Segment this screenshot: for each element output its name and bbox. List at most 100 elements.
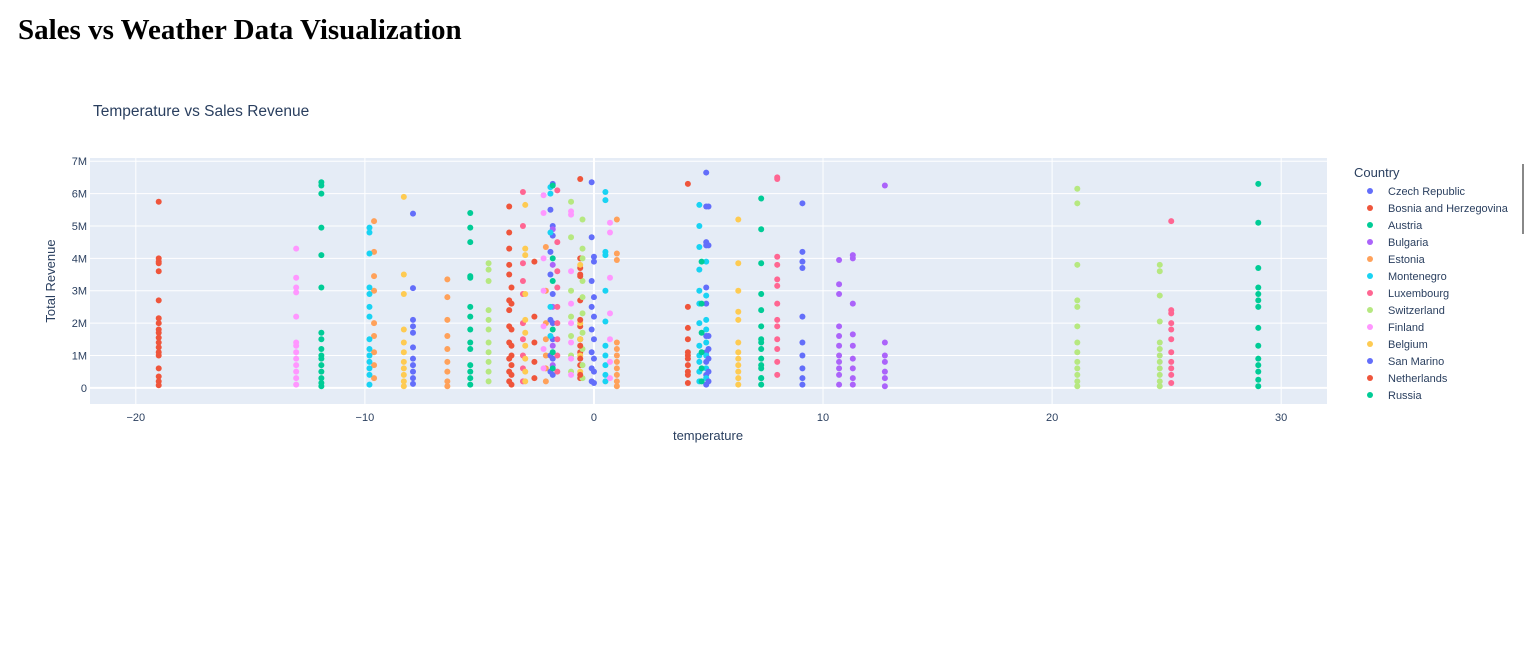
data-point[interactable] [409, 368, 416, 375]
data-point[interactable] [1168, 349, 1175, 356]
data-point[interactable] [1074, 365, 1081, 372]
data-point[interactable] [540, 192, 547, 199]
data-point[interactable] [758, 362, 765, 369]
data-point[interactable] [467, 362, 474, 369]
data-point[interactable] [155, 339, 162, 346]
data-point[interactable] [703, 339, 710, 346]
legend-item[interactable]: Russia [1367, 390, 1423, 402]
data-point[interactable] [318, 383, 325, 390]
data-point[interactable] [577, 355, 584, 362]
data-point[interactable] [508, 381, 515, 388]
data-point[interactable] [485, 326, 492, 333]
data-point[interactable] [366, 250, 373, 257]
data-point[interactable] [836, 358, 843, 365]
data-point[interactable] [577, 342, 584, 349]
data-point[interactable] [836, 290, 843, 297]
data-point[interactable] [155, 344, 162, 351]
data-point[interactable] [1255, 355, 1262, 362]
data-point[interactable] [400, 339, 407, 346]
data-point[interactable] [508, 300, 515, 307]
data-point[interactable] [836, 256, 843, 263]
data-point[interactable] [799, 258, 806, 265]
data-point[interactable] [400, 365, 407, 372]
data-point[interactable] [400, 193, 407, 200]
data-point[interactable] [531, 358, 538, 365]
data-point[interactable] [774, 358, 781, 365]
data-point[interactable] [1255, 383, 1262, 390]
data-point[interactable] [485, 307, 492, 314]
data-point[interactable] [849, 342, 856, 349]
data-point[interactable] [696, 244, 703, 251]
data-point[interactable] [522, 245, 529, 252]
data-point[interactable] [1156, 358, 1163, 365]
data-point[interactable] [579, 216, 586, 223]
data-point[interactable] [409, 375, 416, 382]
data-point[interactable] [1156, 261, 1163, 268]
data-point[interactable] [318, 345, 325, 352]
data-point[interactable] [444, 276, 451, 283]
data-point[interactable] [1168, 379, 1175, 386]
data-point[interactable] [293, 274, 300, 281]
data-point[interactable] [735, 287, 742, 294]
data-point[interactable] [1156, 383, 1163, 390]
legend-item[interactable]: Belgium [1367, 339, 1428, 351]
data-point[interactable] [506, 271, 513, 278]
data-point[interactable] [698, 258, 705, 265]
data-point[interactable] [588, 278, 595, 284]
data-point[interactable] [703, 284, 710, 291]
data-point[interactable] [400, 383, 407, 390]
data-point[interactable] [467, 313, 474, 320]
data-point[interactable] [293, 375, 300, 382]
data-point[interactable] [1255, 368, 1262, 375]
data-point[interactable] [758, 323, 765, 330]
data-point[interactable] [758, 339, 765, 346]
data-point[interactable] [293, 355, 300, 362]
data-point[interactable] [836, 342, 843, 349]
data-point[interactable] [522, 378, 529, 385]
legend-item[interactable]: Luxembourg [1367, 288, 1449, 300]
data-point[interactable] [155, 268, 162, 275]
data-point[interactable] [400, 358, 407, 365]
data-point[interactable] [522, 368, 529, 375]
data-point[interactable] [849, 375, 856, 382]
data-point[interactable] [735, 362, 742, 369]
data-point[interactable] [836, 323, 843, 330]
data-point[interactable] [506, 229, 513, 236]
data-point[interactable] [531, 313, 538, 320]
data-point[interactable] [467, 368, 474, 375]
data-point[interactable] [467, 326, 474, 333]
data-point[interactable] [1074, 297, 1081, 304]
data-point[interactable] [590, 379, 597, 386]
data-point[interactable] [577, 336, 584, 343]
data-point[interactable] [774, 345, 781, 352]
data-point[interactable] [735, 355, 742, 362]
data-point[interactable] [577, 261, 584, 268]
data-point[interactable] [568, 333, 575, 340]
data-point[interactable] [799, 265, 806, 272]
data-point[interactable] [318, 362, 325, 369]
data-point[interactable] [758, 195, 765, 202]
data-point[interactable] [698, 349, 705, 356]
data-point[interactable] [542, 378, 549, 385]
data-point[interactable] [155, 329, 162, 336]
data-point[interactable] [549, 349, 556, 356]
data-point[interactable] [590, 336, 597, 343]
data-point[interactable] [554, 268, 561, 275]
data-point[interactable] [590, 368, 597, 375]
data-point[interactable] [696, 266, 703, 273]
data-point[interactable] [549, 342, 556, 349]
data-point[interactable] [588, 326, 595, 333]
legend-item[interactable]: Finland [1367, 322, 1424, 334]
data-point[interactable] [696, 222, 703, 229]
data-point[interactable] [1255, 342, 1262, 349]
legend-item[interactable]: Switzerland [1367, 305, 1445, 317]
data-point[interactable] [849, 255, 856, 262]
data-point[interactable] [409, 344, 416, 351]
data-point[interactable] [1074, 378, 1081, 385]
data-point[interactable] [485, 339, 492, 346]
data-point[interactable] [735, 260, 742, 267]
data-point[interactable] [519, 260, 526, 267]
data-point[interactable] [1168, 326, 1175, 333]
data-point[interactable] [554, 187, 561, 194]
data-point[interactable] [590, 253, 597, 260]
